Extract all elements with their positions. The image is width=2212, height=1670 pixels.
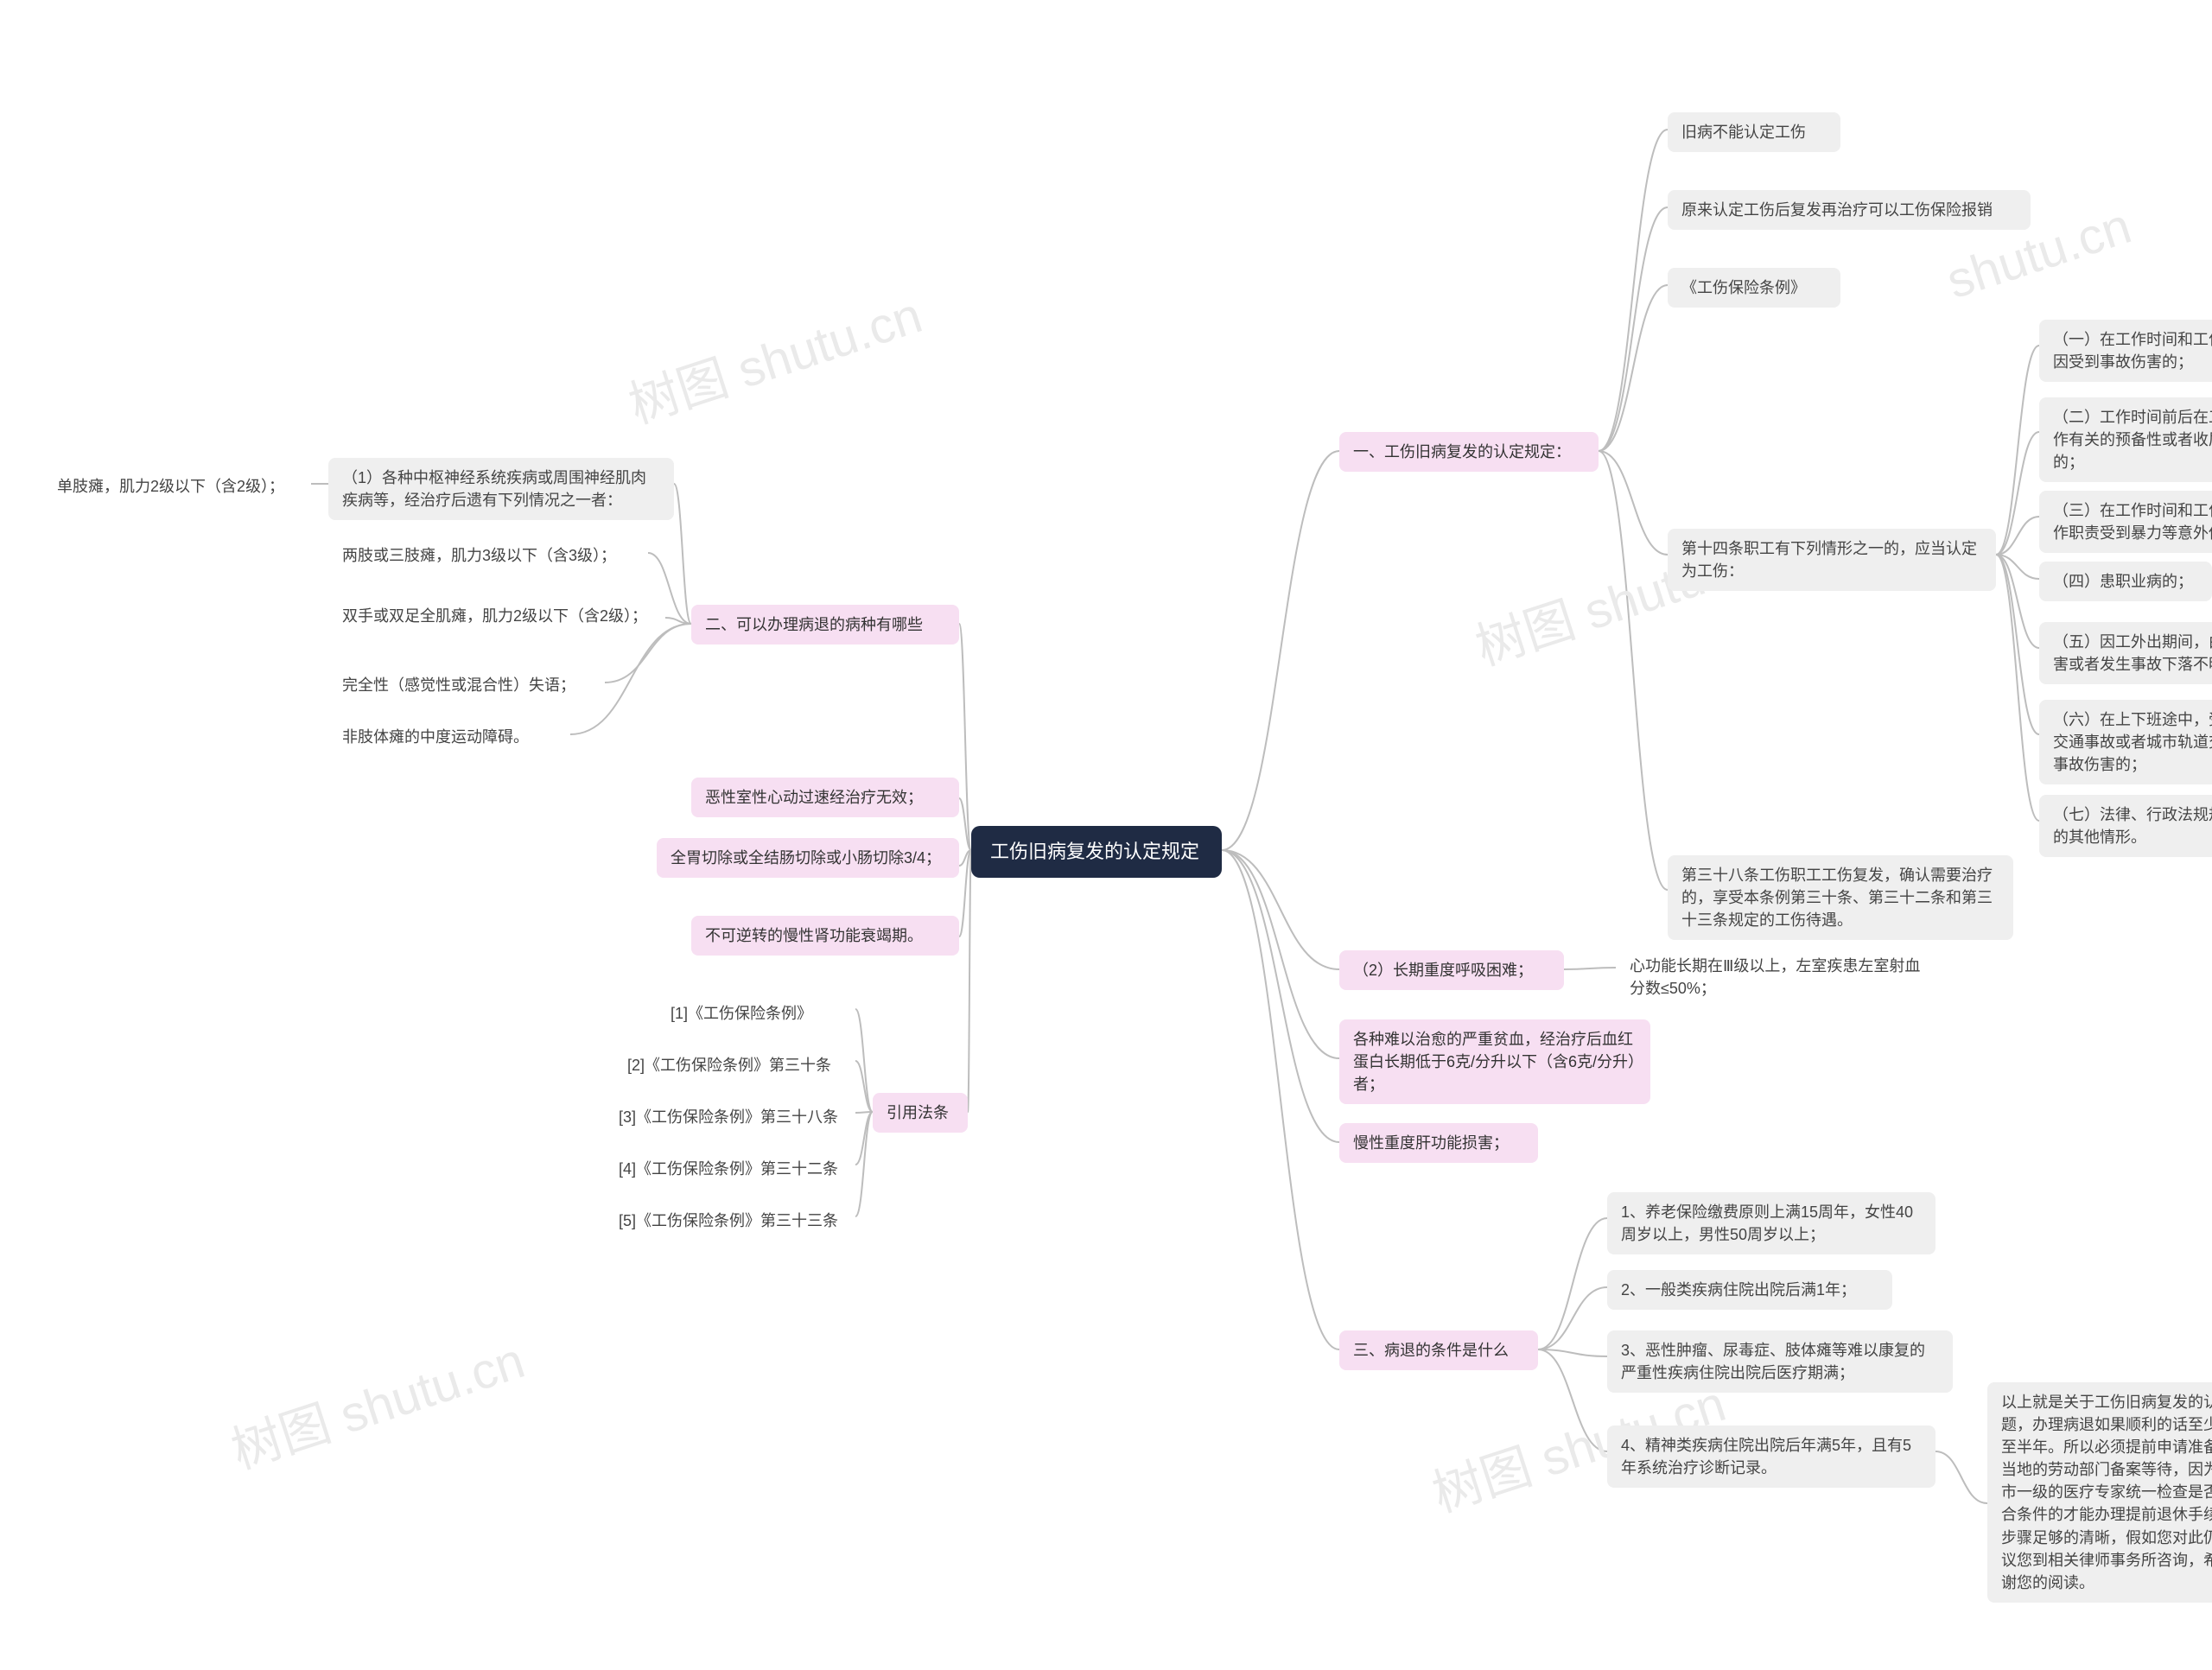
mindmap-node[interactable]: （三）在工作时间和工作场所内，因履行工作职责受到暴力等意外伤害的； xyxy=(2039,491,2212,553)
mindmap-node[interactable]: 两肢或三肢瘫，肌力3级以下（含3级）； xyxy=(328,536,648,575)
edge xyxy=(1222,451,1339,850)
edge xyxy=(1996,555,2039,734)
mindmap-node[interactable]: 非肢体瘫的中度运动障碍。 xyxy=(328,717,570,757)
mindmap-node[interactable]: （四）患职业病的； xyxy=(2039,562,2212,601)
mindmap-node[interactable]: 1、养老保险缴费原则上满15周年，女性40周岁以上，男性50周岁以上； xyxy=(1607,1192,1936,1254)
mindmap-node[interactable]: 全胃切除或全结肠切除或小肠切除3/4； xyxy=(657,838,959,878)
mindmap-node[interactable]: 心功能长期在Ⅲ级以上，左室疾患左室射血分数≤50%； xyxy=(1616,946,1944,1008)
mindmap-node[interactable]: 第十四条职工有下列情形之一的，应当认定为工伤： xyxy=(1668,529,1996,591)
edge xyxy=(1996,555,2039,579)
mindmap-node[interactable]: （七）法律、行政法规规定应当认定为工伤的其他情形。 xyxy=(2039,795,2212,857)
edge xyxy=(1538,1349,1607,1451)
mindmap-node[interactable]: [5]《工伤保险条例》第三十三条 xyxy=(605,1201,855,1241)
edge xyxy=(1996,432,2039,555)
edge xyxy=(1996,555,2039,821)
mindmap-node[interactable]: 引用法条 xyxy=(873,1093,968,1133)
edge xyxy=(665,618,691,624)
edge xyxy=(1538,1218,1607,1349)
watermark: 树图 shutu.cn xyxy=(221,1320,532,1483)
mindmap-node[interactable]: 3、恶性肿瘤、尿毒症、肢体瘫等难以康复的严重性疾病住院出院后医疗期满； xyxy=(1607,1330,1953,1393)
mindmap-node[interactable]: 以上就是关于工伤旧病复发的认定规定及其相关问题，办理病退如果顺利的话至少要在3个… xyxy=(1987,1382,2212,1603)
edge xyxy=(1599,451,1668,890)
edge xyxy=(959,624,971,850)
edge xyxy=(855,1009,873,1112)
edge xyxy=(1222,850,1339,1349)
edge xyxy=(855,1112,873,1113)
edge xyxy=(968,850,971,1112)
edge xyxy=(1599,285,1668,451)
edge xyxy=(1599,451,1668,555)
edge xyxy=(959,850,971,937)
mindmap-node[interactable]: [2]《工伤保险条例》第三十条 xyxy=(613,1045,855,1085)
edge xyxy=(1222,850,1339,1142)
mindmap-node[interactable]: （一）在工作时间和工作场所内，因工作原因受到事故伤害的； xyxy=(2039,320,2212,382)
mindmap-node[interactable]: 双手或双足全肌瘫，肌力2级以下（含2级）； xyxy=(328,596,665,636)
mindmap-node[interactable]: 旧病不能认定工伤 xyxy=(1668,112,1840,152)
edge xyxy=(674,484,691,624)
mindmap-node[interactable]: [3]《工伤保险条例》第三十八条 xyxy=(605,1097,855,1137)
edge xyxy=(855,1061,873,1112)
edge xyxy=(959,850,971,866)
mindmap-node[interactable]: 二、可以办理病退的病种有哪些 xyxy=(691,605,959,645)
edge xyxy=(1599,207,1668,451)
edge xyxy=(959,798,971,850)
edge xyxy=(855,1112,873,1165)
mindmap-node[interactable]: 完全性（感觉性或混合性）失语； xyxy=(328,665,605,705)
mindmap-node[interactable]: 4、精神类疾病住院出院后年满5年，且有5年系统治疗诊断记录。 xyxy=(1607,1426,1936,1488)
mindmap-node[interactable]: 第三十八条工伤职工工伤复发，确认需要治疗的，享受本条例第三十条、第三十二条和第三… xyxy=(1668,855,2013,940)
edge xyxy=(1996,346,2039,555)
mindmap-node[interactable]: 《工伤保险条例》 xyxy=(1668,268,1840,308)
mindmap-node[interactable]: 恶性室性心动过速经治疗无效； xyxy=(691,778,959,817)
edge xyxy=(1538,1349,1607,1356)
mindmap-node[interactable]: 各种难以治愈的严重贫血，经治疗后血红蛋白长期低于6克/分升以下（含6克/分升）者… xyxy=(1339,1019,1650,1104)
mindmap-node[interactable]: [4]《工伤保险条例》第三十二条 xyxy=(605,1149,855,1189)
mindmap-node[interactable]: （2）长期重度呼吸困难； xyxy=(1339,950,1564,990)
edge xyxy=(1564,968,1616,969)
mindmap-node[interactable]: 原来认定工伤后复发再治疗可以工伤保险报销 xyxy=(1668,190,2031,230)
mindmap-node[interactable]: （六）在上下班途中，受到非本人主要责任的交通事故或者城市轨道交通、客运轮渡、火车… xyxy=(2039,700,2212,784)
watermark: 树图 shutu.cn xyxy=(619,275,930,437)
edge xyxy=(1599,130,1668,451)
mindmap-node[interactable]: 慢性重度肝功能损害； xyxy=(1339,1123,1538,1163)
edge xyxy=(1222,850,1339,1058)
mindmap-node[interactable]: （1）各种中枢神经系统疾病或周围神经肌肉疾病等，经治疗后遗有下列情况之一者： xyxy=(328,458,674,520)
edge xyxy=(1538,1287,1607,1349)
mindmap-node[interactable]: （二）工作时间前后在工作场所内，从事与工作有关的预备性或者收尾性工作受到事故伤害… xyxy=(2039,397,2212,482)
mindmap-node[interactable]: 2、一般类疾病住院出院后满1年； xyxy=(1607,1270,1892,1310)
mindmap-node[interactable]: 一、工伤旧病复发的认定规定： xyxy=(1339,432,1599,472)
edge xyxy=(1936,1451,1987,1503)
mindmap-node[interactable]: 不可逆转的慢性肾功能衰竭期。 xyxy=(691,916,959,956)
mindmap-node[interactable]: 工伤旧病复发的认定规定 xyxy=(971,826,1222,878)
edge xyxy=(1222,850,1339,969)
mindmap-node[interactable]: 三、病退的条件是什么 xyxy=(1339,1330,1538,1370)
edge xyxy=(1996,555,2039,648)
mindmap-node[interactable]: [1]《工伤保险条例》 xyxy=(657,994,855,1033)
mindmap-node[interactable]: 单肢瘫，肌力2级以下（含2级）； xyxy=(43,467,311,506)
edge xyxy=(855,1112,873,1216)
edge xyxy=(1996,517,2039,555)
mindmap-node[interactable]: （五）因工外出期间，由于工作原因受到伤害或者发生事故下落不明的； xyxy=(2039,622,2212,684)
